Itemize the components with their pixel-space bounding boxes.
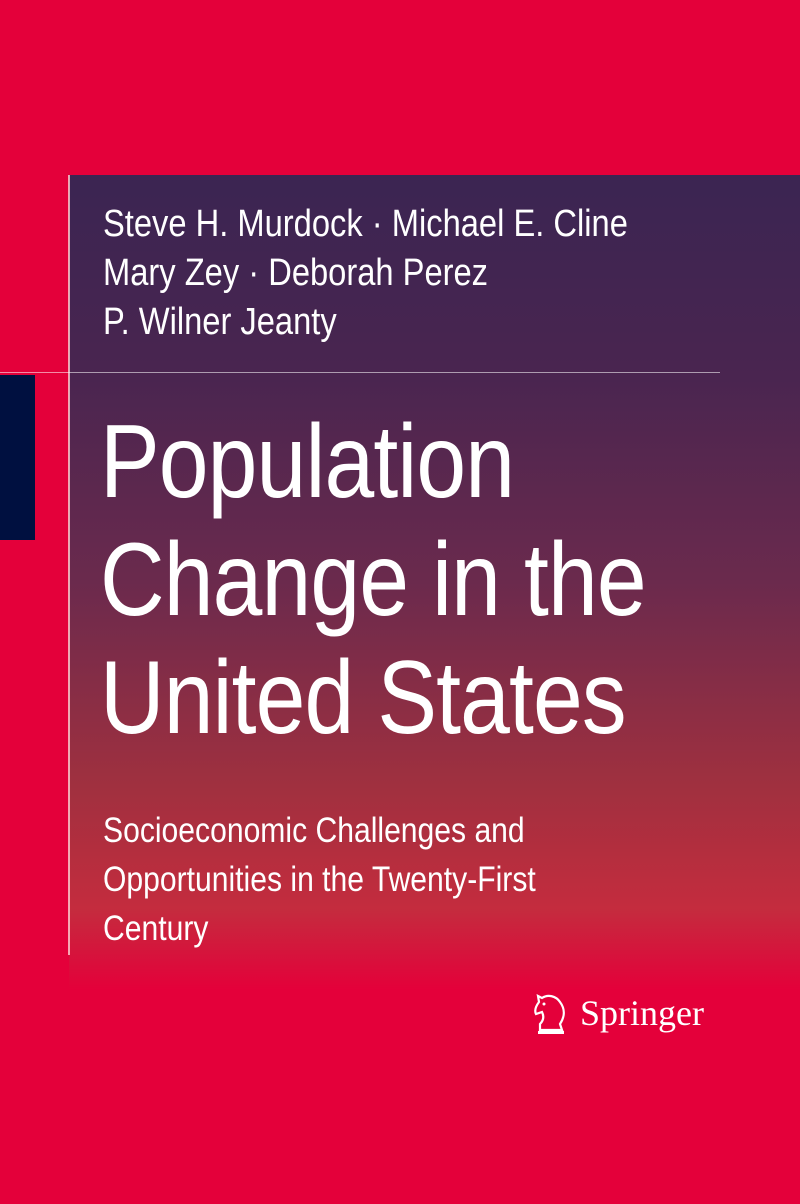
subtitle-line: Opportunities in the Twenty-First (103, 860, 536, 899)
cover-panel (69, 175, 800, 990)
title-line: United States (100, 640, 627, 756)
subtitle-line: Socioeconomic Challenges and (103, 811, 525, 850)
title-line: Change in the (100, 522, 647, 638)
book-subtitle: Socioeconomic Challenges and Opportuniti… (103, 806, 536, 953)
publisher-name: Springer (580, 993, 704, 1033)
author-line: Steve H. Murdock · Michael E. Cline (103, 203, 628, 245)
vertical-rule (68, 175, 70, 955)
title-line: Population (100, 404, 515, 520)
accent-block (0, 375, 35, 540)
publisher-logo: Springer (530, 990, 704, 1036)
horizontal-rule (0, 372, 720, 373)
author-line: Mary Zey · Deborah Perez (103, 252, 489, 294)
springer-horse-icon (534, 994, 565, 1034)
authors: Steve H. Murdock · Michael E. Cline Mary… (103, 200, 628, 347)
book-title: Population Change in the United States (100, 403, 647, 757)
subtitle-line: Century (103, 909, 209, 948)
author-line: P. Wilner Jeanty (103, 301, 337, 343)
